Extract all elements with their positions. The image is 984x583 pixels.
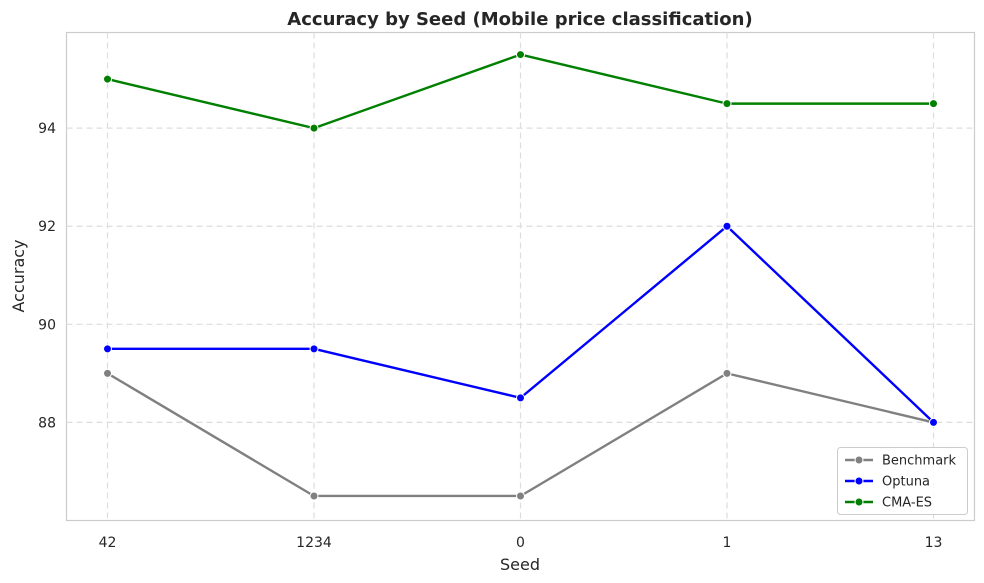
y-tick-label: 92 <box>38 219 56 235</box>
point-optuna <box>103 344 112 354</box>
legend-label-optuna: Optuna <box>882 475 930 490</box>
series-points <box>103 50 938 501</box>
point-cma-es <box>309 123 319 133</box>
y-tick-label: 88 <box>38 415 56 431</box>
legend-label-benchmark: Benchmark <box>882 454 957 469</box>
point-benchmark <box>309 491 319 501</box>
point-cma-es <box>103 74 112 84</box>
x-tick-label: 42 <box>99 535 117 551</box>
point-cma-es <box>516 50 525 60</box>
x-tick-label: 0 <box>516 535 525 551</box>
point-optuna <box>516 393 525 403</box>
legend-marker-cma-es <box>854 497 864 507</box>
point-optuna <box>309 344 319 354</box>
x-tick-label: 13 <box>925 535 943 551</box>
point-benchmark <box>722 368 732 378</box>
y-tick-labels: 88 90 92 94 <box>38 121 56 431</box>
x-axis-label: Seed <box>500 555 540 574</box>
point-optuna <box>929 417 938 427</box>
chart-title: Accuracy by Seed (Mobile price classific… <box>287 9 752 30</box>
point-optuna <box>722 221 732 231</box>
point-cma-es <box>929 99 938 109</box>
point-benchmark <box>103 368 112 378</box>
y-axis-label: Accuracy <box>9 239 28 312</box>
x-tick-label: 1234 <box>296 535 332 551</box>
y-gridlines <box>66 127 975 424</box>
y-tick-label: 90 <box>38 317 56 333</box>
x-tick-label: 1 <box>723 535 732 551</box>
y-tick-label: 94 <box>38 121 56 137</box>
legend-label-cma-es: CMA-ES <box>882 496 932 511</box>
legend-box <box>837 447 968 515</box>
x-gridlines <box>106 32 935 521</box>
legend-marker-optuna <box>854 476 864 486</box>
legend: Benchmark Optuna CMA-ES <box>837 447 968 515</box>
x-tick-labels: 42 1234 0 1 13 <box>99 535 943 551</box>
point-benchmark <box>516 491 525 501</box>
legend-marker-benchmark <box>854 455 864 465</box>
point-cma-es <box>722 99 732 109</box>
